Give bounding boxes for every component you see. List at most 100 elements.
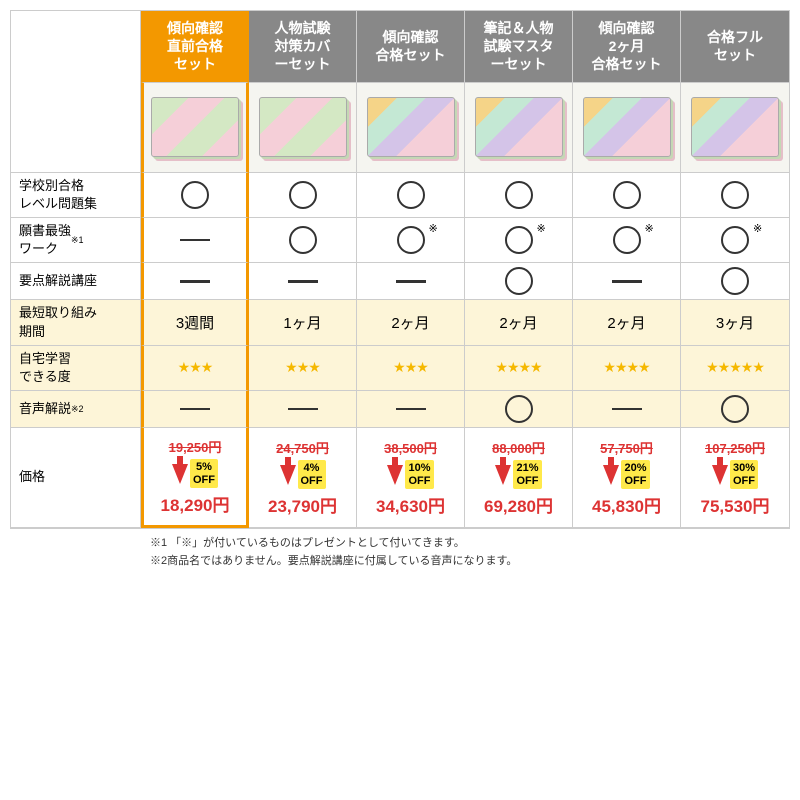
feature-cell: 2ヶ月 [573, 300, 681, 345]
feature-cell: ※ [465, 218, 573, 263]
column-header: 人物試験対策カバーセット [249, 11, 357, 83]
cell-text: 3週間 [176, 312, 214, 333]
product-thumbnail [573, 83, 681, 173]
feature-cell: ※ [573, 218, 681, 263]
circle-icon [613, 226, 641, 254]
circle-icon [397, 181, 425, 209]
star-rating: ★★★★ [603, 359, 649, 376]
feature-cell [573, 173, 681, 218]
feature-cell [465, 173, 573, 218]
circle-icon [613, 181, 641, 209]
circle-icon [397, 226, 425, 254]
dash-icon [288, 280, 318, 283]
price-cell: 57,750円20%OFF45,830円 [573, 428, 681, 528]
price-cell: 107,250円30%OFF75,530円 [681, 428, 789, 528]
feature-cell: ※ [681, 218, 789, 263]
feature-cell [249, 173, 357, 218]
circle-icon [721, 395, 749, 423]
discount-badge: 5%OFF [172, 459, 218, 487]
row-label: 要点解説講座 [11, 263, 141, 300]
new-price: 23,790円 [268, 492, 337, 517]
row-label: 学校別合格レベル問題集 [11, 173, 141, 218]
feature-cell: 3週間 [141, 300, 249, 345]
column-header: 筆記＆人物試験マスターセット [465, 11, 573, 83]
row-label: 音声解説※2 [11, 391, 141, 428]
feature-cell [357, 263, 465, 300]
dash-icon [612, 280, 642, 283]
discount-badge: 10%OFF [387, 460, 433, 488]
old-price: 19,250円 [169, 437, 222, 456]
down-arrow-icon [172, 464, 188, 484]
discount-badge: 30%OFF [712, 460, 758, 488]
old-price: 88,000円 [492, 438, 545, 457]
feature-cell [573, 391, 681, 428]
discount-badge: 20%OFF [603, 460, 649, 488]
feature-cell [141, 218, 249, 263]
star-rating: ★★★★★ [706, 359, 764, 376]
new-price: 69,280円 [484, 492, 553, 517]
dash-icon [180, 408, 210, 411]
circle-icon [721, 181, 749, 209]
down-arrow-icon [387, 465, 403, 485]
down-arrow-icon [280, 465, 296, 485]
down-arrow-icon [495, 465, 511, 485]
price-cell: 88,000円 21%OFF 69,280円 [465, 428, 573, 528]
new-price: 34,630円 [376, 492, 445, 517]
circle-icon [721, 226, 749, 254]
old-price: 38,500円 [384, 438, 437, 457]
circle-icon [289, 226, 317, 254]
star-rating: ★★★ [285, 359, 320, 376]
down-arrow-icon [712, 465, 728, 485]
column-header: 傾向確認合格セット [357, 11, 465, 83]
dash-icon [180, 280, 210, 283]
column-header: 合格フルセット [681, 11, 789, 83]
circle-icon [505, 226, 533, 254]
price-row-label: 価格 [11, 428, 141, 528]
dash-icon [396, 408, 426, 411]
old-price: 107,250円 [705, 438, 765, 457]
feature-cell [141, 263, 249, 300]
footnote-line: ※2商品名ではありません。要点解説講座に付属している音声になります。 [150, 553, 790, 571]
row-label: 自宅学習できる度 [11, 346, 141, 391]
cell-text: 1ヶ月 [283, 312, 321, 333]
image-row-label [11, 83, 141, 173]
feature-cell: ※ [357, 218, 465, 263]
product-thumbnail [357, 83, 465, 173]
star-rating: ★★★ [393, 359, 428, 376]
discount-badge: 21%OFF [495, 460, 541, 488]
feature-cell: 3ヶ月 [681, 300, 789, 345]
circle-icon [505, 267, 533, 295]
feature-cell [573, 263, 681, 300]
asterisk-icon: ※ [753, 222, 762, 235]
asterisk-icon: ※ [537, 222, 546, 235]
feature-cell [141, 173, 249, 218]
dash-icon [612, 408, 642, 411]
dash-icon [288, 408, 318, 411]
feature-cell: ★★★★ [465, 346, 573, 391]
feature-cell: ★★★★ [573, 346, 681, 391]
circle-icon [721, 267, 749, 295]
feature-cell [465, 391, 573, 428]
corner-cell [11, 11, 141, 83]
feature-cell: 2ヶ月 [357, 300, 465, 345]
product-thumbnail [249, 83, 357, 173]
feature-cell: 2ヶ月 [465, 300, 573, 345]
footnote-line: ※1 「※」が付いているものはプレゼントとして付いてきます。 [150, 535, 790, 553]
price-cell: 19,250円5%OFF18,290円 [141, 428, 249, 528]
column-header: 傾向確認2ヶ月合格セット [573, 11, 681, 83]
cell-text: 2ヶ月 [499, 312, 537, 333]
star-rating: ★★★ [178, 359, 213, 376]
feature-cell [681, 391, 789, 428]
feature-cell: ★★★ [141, 346, 249, 391]
feature-cell [249, 263, 357, 300]
product-thumbnail [681, 83, 789, 173]
cell-text: 2ヶ月 [607, 312, 645, 333]
feature-cell: 1ヶ月 [249, 300, 357, 345]
dash-icon [180, 239, 210, 242]
row-label: 願書最強ワーク※1 [11, 218, 141, 263]
old-price: 24,750円 [276, 438, 329, 457]
dash-icon [396, 280, 426, 283]
cell-text: 3ヶ月 [716, 312, 754, 333]
asterisk-icon: ※ [645, 222, 654, 235]
feature-cell [249, 391, 357, 428]
